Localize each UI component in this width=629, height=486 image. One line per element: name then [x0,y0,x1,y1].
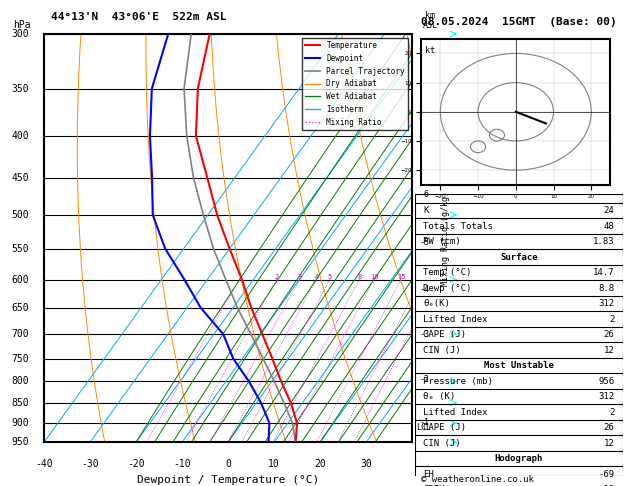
Text: Mixing Ratio (g/kg): Mixing Ratio (g/kg) [440,191,450,286]
Text: 500: 500 [12,210,30,220]
Text: 08.05.2024  15GMT  (Base: 00): 08.05.2024 15GMT (Base: 00) [421,17,617,27]
Text: θₑ(K): θₑ(K) [423,299,450,308]
Text: kt: kt [425,46,435,55]
Text: -7: -7 [420,141,430,150]
Text: CAPE (J): CAPE (J) [423,423,467,432]
Text: Totals Totals: Totals Totals [423,222,493,231]
Text: 550: 550 [12,243,30,254]
Text: 450: 450 [12,173,30,183]
Text: 2: 2 [609,314,615,324]
Text: 956: 956 [598,377,615,386]
Text: km
ASL: km ASL [423,11,438,30]
Text: 350: 350 [12,84,30,94]
Legend: Temperature, Dewpoint, Parcel Trajectory, Dry Adiabat, Wet Adiabat, Isotherm, Mi: Temperature, Dewpoint, Parcel Trajectory… [302,38,408,130]
Text: 15: 15 [397,274,405,279]
Text: -10: -10 [173,459,191,469]
Text: -6: -6 [420,190,430,199]
Text: Lifted Index: Lifted Index [423,408,488,417]
Text: © weatheronline.co.uk: © weatheronline.co.uk [421,474,534,484]
Text: LCL: LCL [416,423,431,433]
Text: -5: -5 [420,238,430,247]
Text: PW (cm): PW (cm) [423,237,461,246]
Text: hPa: hPa [13,20,31,30]
Text: 12: 12 [604,439,615,448]
Text: -2: -2 [420,375,430,383]
Text: Dewp (°C): Dewp (°C) [423,284,472,293]
Text: CIN (J): CIN (J) [423,439,461,448]
Text: -8: -8 [420,90,430,99]
Text: 5: 5 [328,274,332,279]
Text: 10: 10 [370,274,378,279]
Text: Temp (°C): Temp (°C) [423,268,472,277]
Text: 2: 2 [609,408,615,417]
Text: 2: 2 [274,274,279,279]
Text: 400: 400 [12,131,30,141]
Text: 600: 600 [12,275,30,284]
Text: 4: 4 [314,274,319,279]
Text: θₑ (K): θₑ (K) [423,392,455,401]
Text: 900: 900 [12,418,30,428]
Text: 26: 26 [604,330,615,339]
Text: 14.7: 14.7 [593,268,615,277]
Text: 10: 10 [268,459,280,469]
Text: K: K [423,206,429,215]
Text: 8.8: 8.8 [598,284,615,293]
Text: 0: 0 [225,459,231,469]
Text: 850: 850 [12,398,30,408]
Text: Dewpoint / Temperature (°C): Dewpoint / Temperature (°C) [137,475,319,485]
Text: 20: 20 [314,459,326,469]
Text: 312: 312 [598,299,615,308]
Text: -4: -4 [420,285,430,294]
Text: -30: -30 [81,459,99,469]
Text: 12: 12 [604,346,615,355]
Text: 1.83: 1.83 [593,237,615,246]
Text: 3: 3 [298,274,302,279]
Text: -3: -3 [420,330,430,339]
Text: 48: 48 [604,222,615,231]
Text: 44°13'N  43°06'E  522m ASL: 44°13'N 43°06'E 522m ASL [52,12,227,22]
Text: 700: 700 [12,329,30,339]
Text: -19: -19 [598,485,615,486]
Text: Surface: Surface [500,253,538,261]
Text: CAPE (J): CAPE (J) [423,330,467,339]
Text: 26: 26 [604,423,615,432]
Text: Lifted Index: Lifted Index [423,314,488,324]
Text: Most Unstable: Most Unstable [484,361,554,370]
Text: 24: 24 [604,206,615,215]
Text: EH: EH [423,469,434,479]
Text: 650: 650 [12,303,30,313]
Text: 312: 312 [598,392,615,401]
Text: -40: -40 [35,459,53,469]
Text: 8: 8 [357,274,362,279]
Text: -20: -20 [127,459,145,469]
Text: Pressure (mb): Pressure (mb) [423,377,493,386]
Text: 950: 950 [12,437,30,447]
Text: SREH: SREH [423,485,445,486]
Text: 1: 1 [237,274,242,279]
Text: -69: -69 [598,469,615,479]
Text: Hodograph: Hodograph [495,454,543,463]
Text: -1: -1 [420,418,430,427]
Text: 300: 300 [12,29,30,39]
Text: 30: 30 [360,459,372,469]
Text: 750: 750 [12,353,30,364]
Text: CIN (J): CIN (J) [423,346,461,355]
Text: 800: 800 [12,376,30,386]
